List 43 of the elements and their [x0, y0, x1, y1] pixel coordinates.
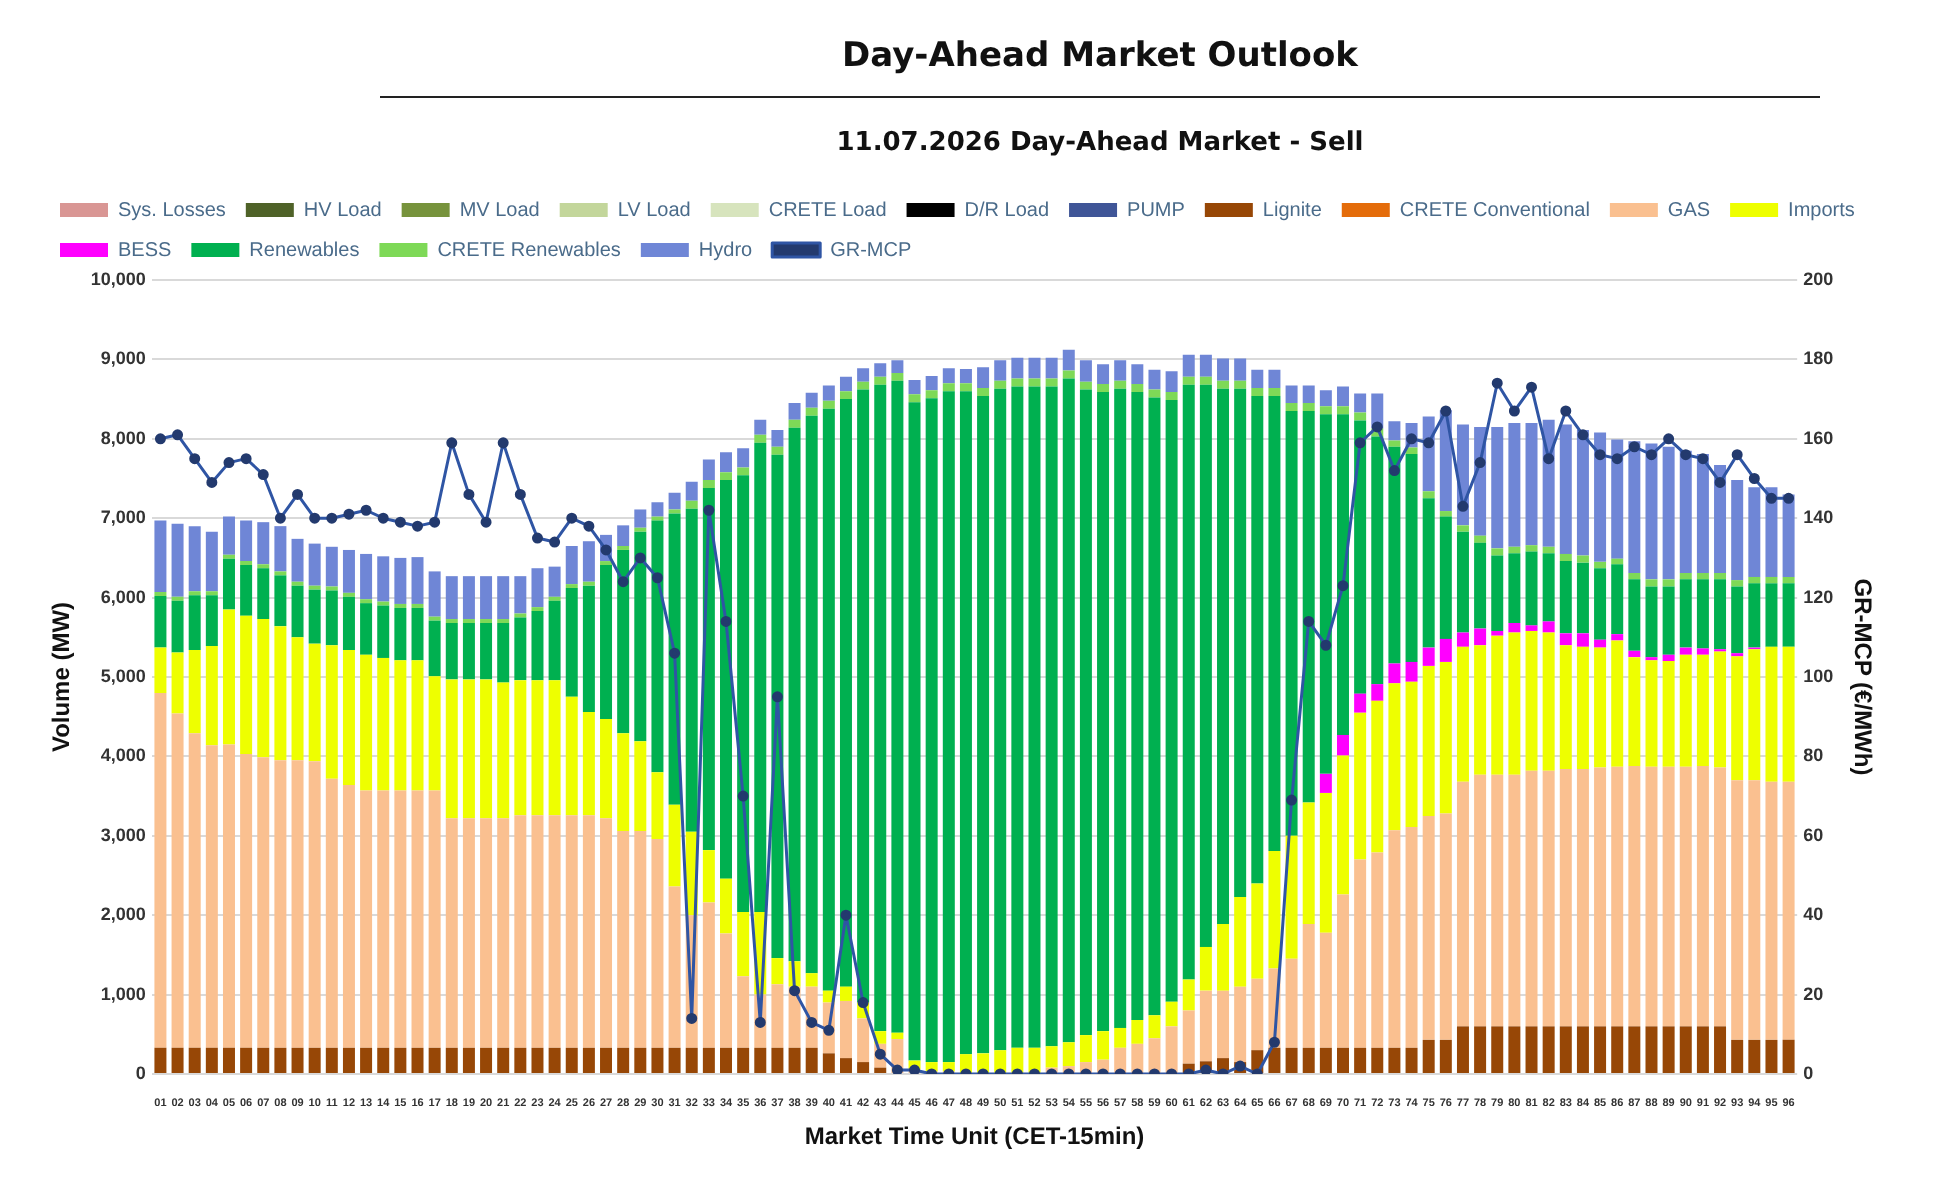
y2-tick-label: 160	[1803, 427, 1834, 448]
chart-title: Day-Ahead Market Outlook	[380, 36, 1820, 98]
legend-label: Sys. Losses	[118, 199, 226, 222]
y2-tick-label: 200	[1803, 268, 1834, 289]
y2-tick-label: 120	[1803, 586, 1834, 607]
y-tick-label: 5,000	[100, 665, 146, 686]
y2-tick-label: 0	[1803, 1062, 1814, 1083]
legend-label: D/R Load	[964, 199, 1050, 222]
y-tick-label: 4,000	[100, 745, 146, 766]
y2-tick-label: 80	[1803, 745, 1824, 766]
legend-label: CRETE Load	[768, 199, 887, 222]
y-tick-label: 3,000	[100, 824, 146, 845]
y2-tick-label: 40	[1803, 904, 1824, 925]
legend-label: PUMP	[1127, 199, 1186, 222]
legend-label: HV Load	[303, 199, 382, 222]
y2-tick-label: 100	[1803, 665, 1834, 686]
legend-label: Hydro	[698, 239, 754, 262]
legend-label: GR-MCP	[830, 239, 912, 262]
y-tick-label: 10,000	[90, 268, 146, 289]
y-tick-label: 1,000	[100, 983, 146, 1004]
legend-label: BESS	[118, 239, 173, 262]
y-tick-label: 6,000	[100, 586, 146, 607]
y-tick-label: 0	[135, 1062, 146, 1083]
y2-tick-label: 20	[1803, 983, 1824, 1004]
legend-label: Imports	[1788, 199, 1855, 222]
y-tick-label: 7,000	[100, 507, 146, 528]
legend-label: Renewables	[249, 239, 360, 262]
legend-label: Lignite	[1262, 199, 1323, 222]
x-axis-title: Market Time Unit (CET-15min)	[804, 1122, 1145, 1151]
y2-tick-label: 60	[1803, 824, 1824, 845]
y-axis-title: Volume (MW)	[47, 601, 76, 753]
y-tick-label: 8,000	[100, 427, 146, 448]
y-tick-label: 9,000	[100, 348, 146, 369]
y-tick-label: 2,000	[100, 904, 146, 925]
legend-label: MV Load	[459, 199, 540, 222]
legend-label: GAS	[1667, 199, 1711, 222]
legend-label: CRETE Conventional	[1399, 199, 1590, 222]
y2-tick-label: 140	[1803, 507, 1834, 528]
y2-tick-label: 180	[1803, 348, 1834, 369]
chart-subtitle: 11.07.2026 Day-Ahead Market - Sell	[834, 128, 1366, 158]
y2-axis-title: GR-MCP (€/MWh)	[1848, 578, 1877, 776]
legend-label: CRETE Renewables	[437, 239, 621, 262]
legend-label: LV Load	[617, 199, 691, 222]
